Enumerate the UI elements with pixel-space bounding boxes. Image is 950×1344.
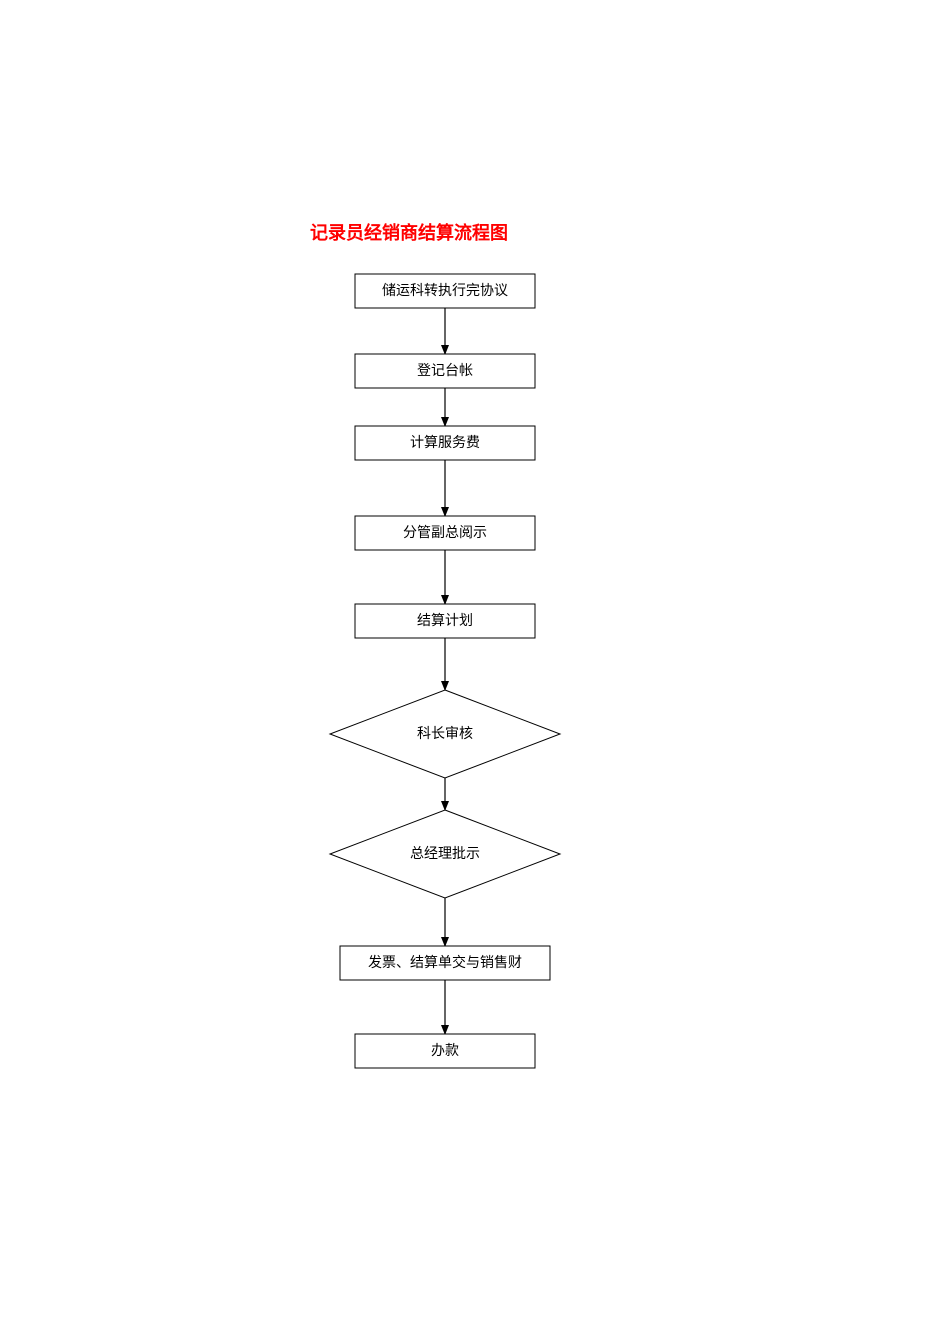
- node-label: 发票、结算单交与销售财: [368, 954, 522, 971]
- node-label: 计算服务费: [410, 435, 480, 451]
- node-label: 登记台帐: [417, 363, 473, 379]
- node-label: 储运科转执行完协议: [382, 283, 508, 299]
- node-label: 结算计划: [417, 613, 473, 629]
- node-label: 科长审核: [417, 726, 473, 742]
- node-label: 总经理批示: [410, 846, 480, 862]
- node-label: 分管副总阅示: [403, 525, 487, 541]
- node-label: 办款: [431, 1043, 459, 1059]
- flowchart-canvas: 储运科转执行完协议登记台帐计算服务费分管副总阅示结算计划科长审核总经理批示发票、…: [0, 0, 950, 1344]
